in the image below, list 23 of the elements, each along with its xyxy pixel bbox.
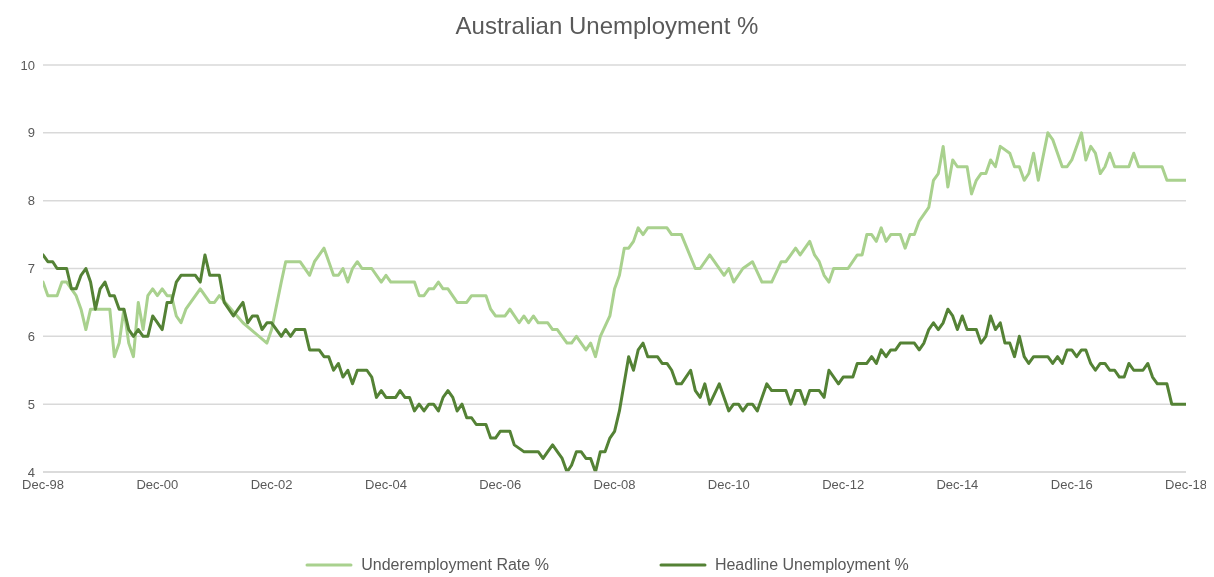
x-tick-label: Dec-08 <box>593 477 636 493</box>
y-tick-label: 10 <box>20 57 35 73</box>
chart-title: Australian Unemployment % <box>454 12 760 40</box>
x-tick-label: Dec-02 <box>250 477 293 493</box>
y-tick-label: 7 <box>27 261 35 277</box>
x-tick-label: Dec-98 <box>22 477 64 493</box>
x-tick-label: Dec-14 <box>936 477 979 493</box>
x-tick-label: Dec-18 <box>1165 477 1207 493</box>
x-tick-label: Dec-16 <box>1050 477 1093 493</box>
legend-label: Underemployment Rate % <box>361 556 549 574</box>
y-tick-label: 8 <box>27 193 35 209</box>
y-tick-label: 5 <box>27 396 35 412</box>
y-tick-label: 6 <box>27 328 35 344</box>
legend-label: Headline Unemployment % <box>714 556 909 574</box>
x-tick-label: Dec-10 <box>707 477 750 493</box>
x-tick-label: Dec-06 <box>479 477 522 493</box>
x-tick-label: Dec-12 <box>822 477 865 493</box>
line-series <box>43 253 1186 472</box>
y-tick-label: 4 <box>27 464 35 480</box>
x-tick-label: Dec-04 <box>365 477 407 493</box>
line-series <box>43 131 1186 359</box>
y-tick-label: 9 <box>27 125 35 141</box>
x-tick-label: Dec-00 <box>136 477 179 493</box>
